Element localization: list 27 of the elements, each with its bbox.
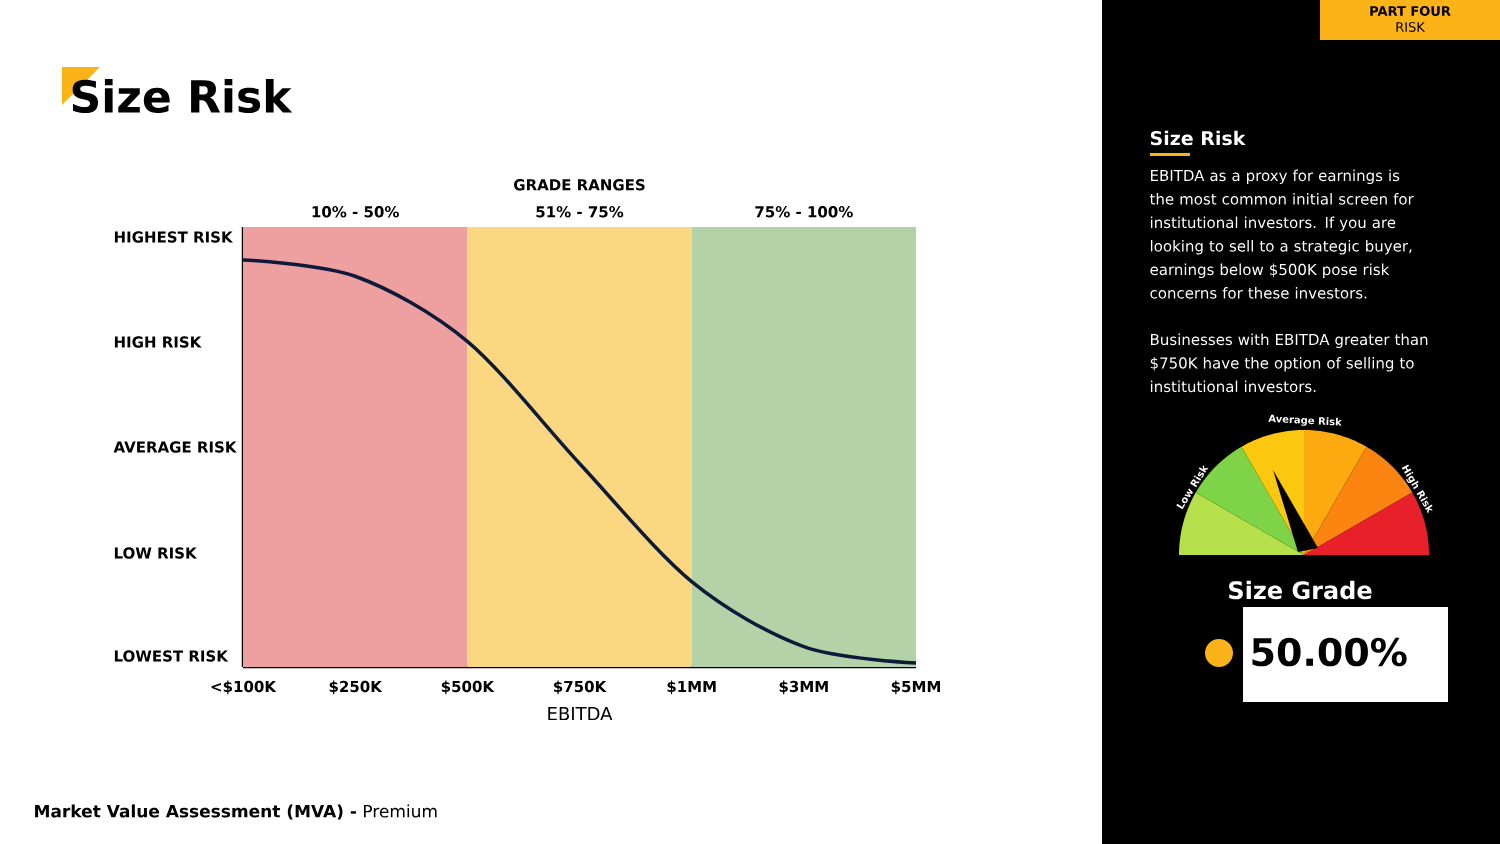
text: 50.00% (1252, 637, 1407, 667)
band-label: 10% - 50% (312, 206, 399, 218)
text: Businesses with EBITDA greater than $750K have the option of selling to institutional investors. (1150, 333, 1428, 393)
x-tick-label: $750K (553, 680, 607, 695)
text: Size Risk (1150, 130, 1246, 146)
text: AVERAGE RISK (113, 441, 237, 453)
text: Average Risk (1268, 414, 1342, 426)
text: EBITDA as a proxy for earnings is the most common initial screen for institutional investors. If you are looking to sell to a strategic buyer, earnings below $500K pose risk concerns for these investors. (1149, 169, 1414, 299)
text: RISK (1396, 22, 1426, 32)
band-label: 75% - 100% (755, 206, 853, 218)
chart-title: Size Risk (72, 78, 293, 114)
x-tick-label: <$100K (211, 680, 277, 695)
text: Size Grade (1229, 580, 1372, 600)
text: PART FOUR (1370, 6, 1451, 16)
x-tick-label: $500K (441, 680, 495, 695)
text: LOW RISK (114, 547, 198, 559)
text: HIGHEST RISK (114, 231, 234, 243)
x-tick-label: $5MM (891, 680, 940, 695)
band-label: 51% - 75% (536, 206, 624, 218)
text: LOWEST RISK (114, 650, 229, 662)
text: HIGH RISK (114, 336, 202, 348)
x-tick-label: $250K (329, 680, 383, 695)
text: GRADE RANGES (514, 179, 645, 191)
x-axis-title: EBITDA (548, 706, 613, 721)
x-tick-label: $1MM (667, 680, 716, 695)
x-tick-label: $3MM (779, 680, 828, 695)
text: Market Value Assessment (MVA) - Premium (35, 804, 437, 820)
